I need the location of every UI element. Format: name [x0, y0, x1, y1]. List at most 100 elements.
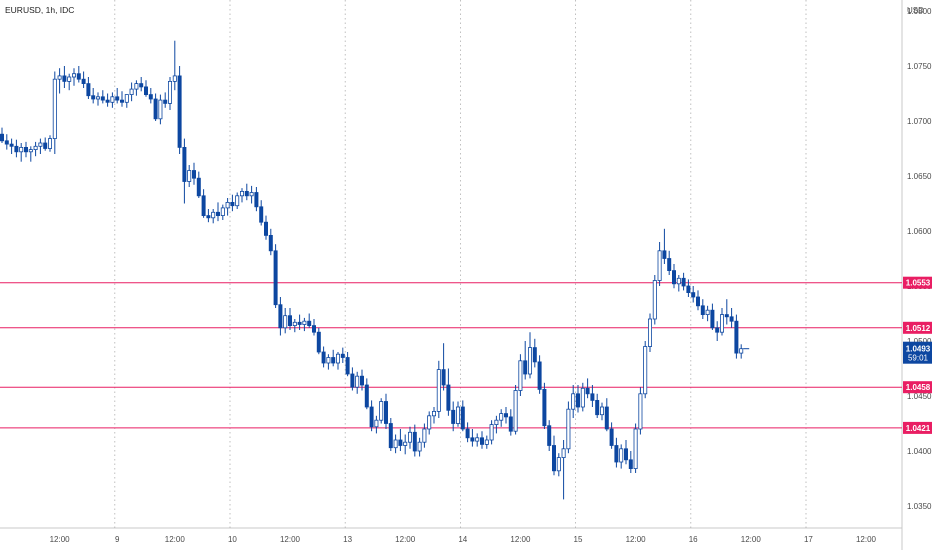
- candle-body: [33, 145, 38, 151]
- candle-body: [249, 192, 254, 197]
- candle-body: [14, 145, 19, 153]
- candle-body: [67, 76, 72, 82]
- candle-body: [734, 320, 739, 354]
- candle-body: [412, 431, 417, 452]
- candle-body: [48, 138, 53, 149]
- candle-body: [542, 388, 547, 427]
- candle-body: [28, 149, 33, 153]
- candle-body: [470, 437, 475, 442]
- candle-body: [417, 441, 422, 452]
- candle-body: [503, 413, 508, 418]
- candle-body: [552, 445, 557, 472]
- candle-body: [532, 347, 537, 363]
- price-tick-label: 1.0650: [907, 172, 932, 181]
- currency-label: USD: [907, 6, 924, 15]
- candle-body: [124, 94, 129, 103]
- candle-body: [263, 221, 268, 236]
- candle-body: [537, 361, 542, 390]
- candle-body: [465, 428, 470, 439]
- candle-body: [676, 277, 681, 285]
- candle-body: [182, 146, 187, 182]
- candle-body: [475, 437, 480, 442]
- candle-body: [331, 357, 336, 364]
- candle-body: [403, 441, 408, 446]
- candle-body: [528, 347, 533, 375]
- candle-body: [508, 416, 513, 432]
- time-tick-label: 15: [574, 535, 583, 544]
- candle-body: [499, 413, 504, 421]
- candle-body: [268, 234, 273, 252]
- candle-body: [638, 393, 643, 430]
- price-tick-label: 1.0750: [907, 62, 932, 71]
- candle-body: [187, 170, 192, 182]
- candle-body: [23, 146, 28, 153]
- candle-body: [624, 448, 629, 461]
- candle-body: [398, 439, 403, 446]
- candle-body: [206, 215, 211, 219]
- candle-body: [364, 384, 369, 408]
- candle-body: [91, 95, 96, 100]
- candle-body: [172, 75, 177, 82]
- candle-body: [369, 406, 374, 428]
- candle-body: [705, 309, 710, 316]
- candle-body: [691, 292, 696, 298]
- candle-body: [619, 448, 624, 463]
- candle-body: [576, 393, 581, 408]
- time-axis[interactable]: 12:00 9 12:00 10 12:00 13 12:00 14 12:00 15 12:00 1…: [50, 535, 877, 544]
- candle-body: [446, 384, 451, 411]
- candle-body: [484, 439, 489, 445]
- candle-body: [9, 143, 14, 147]
- candle-body: [739, 348, 744, 354]
- candle-body: [278, 304, 283, 329]
- candle-body: [153, 98, 158, 120]
- candle-body: [667, 258, 672, 272]
- candle-body: [321, 351, 326, 364]
- candle-body: [100, 96, 105, 101]
- candle-body: [600, 406, 605, 416]
- candle-body: [561, 448, 566, 458]
- candle-body: [383, 401, 388, 424]
- candle-body: [115, 96, 120, 101]
- level-tag-label: 1.0421: [906, 424, 931, 433]
- candle-body: [441, 369, 446, 386]
- candle-body: [110, 96, 115, 103]
- candle-body: [614, 445, 619, 463]
- last-price-label: 1.0493: [906, 345, 931, 354]
- candle-body: [273, 250, 278, 306]
- candle-body: [729, 316, 734, 322]
- level-tag: [903, 276, 932, 289]
- candle-body: [316, 331, 321, 353]
- candle-body: [215, 211, 220, 217]
- time-tick-label: 16: [689, 535, 698, 544]
- candle-body: [211, 211, 216, 219]
- candle-body: [105, 99, 110, 103]
- candle-body: [662, 250, 667, 259]
- candle-body: [431, 410, 436, 417]
- candle-body: [340, 353, 345, 358]
- price-tick-label: 1.0600: [907, 227, 932, 236]
- candle-body: [494, 419, 499, 426]
- candle-body: [287, 315, 292, 327]
- price-axis[interactable]: USD 1.03501.04001.04501.05001.05501.0600…: [907, 6, 932, 511]
- candle-body: [191, 170, 196, 179]
- candle-body: [686, 285, 691, 293]
- time-tick-label: 17: [804, 535, 813, 544]
- candle-body: [220, 207, 225, 216]
- candle-body: [489, 424, 494, 441]
- level-tag-label: 1.0512: [906, 324, 931, 333]
- candle-body: [52, 78, 57, 139]
- time-tick-label: 12:00: [395, 535, 416, 544]
- candle-body: [436, 369, 441, 412]
- candle-body: [590, 393, 595, 401]
- price-tick-label: 1.0400: [907, 447, 932, 456]
- candle-body: [283, 315, 288, 329]
- candle-body: [143, 86, 148, 96]
- candle-body: [628, 459, 633, 469]
- candle-body: [167, 81, 172, 104]
- candle-body: [345, 357, 350, 375]
- candle-body: [177, 75, 182, 148]
- candle-body: [335, 353, 340, 364]
- candle-body: [388, 423, 393, 449]
